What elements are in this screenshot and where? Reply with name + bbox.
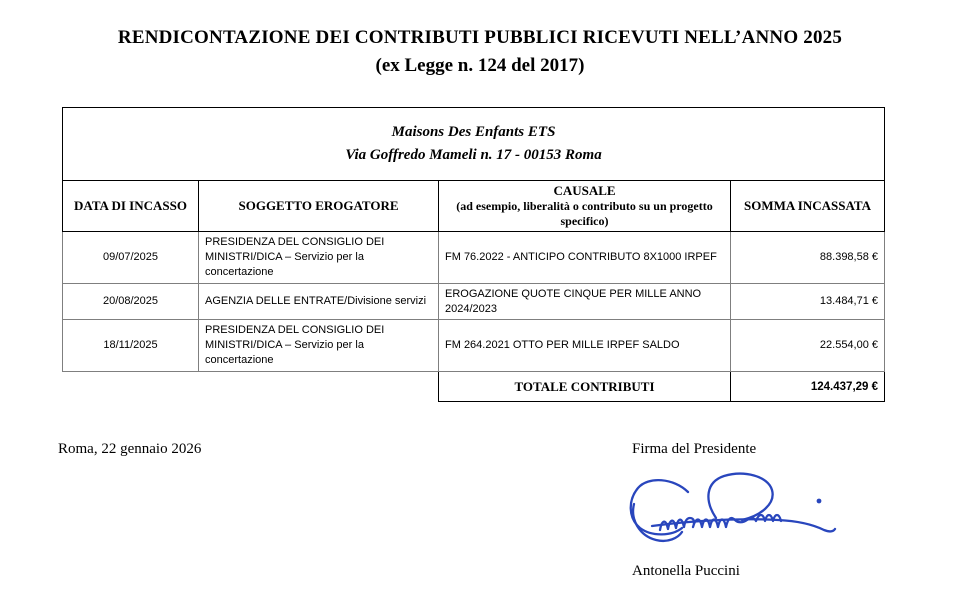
place-date: Roma, 22 gennaio 2026 [58, 441, 202, 457]
total-value: 124.437,29 € [729, 371, 886, 402]
organization-address: Via Goffredo Mameli n. 17 - 00153 Roma [345, 147, 602, 163]
table-row: 09/07/2025 PRESIDENZA DEL CONSIGLIO DEI … [62, 231, 886, 284]
header-causale: CAUSALE (ad esempio, liberalità o contri… [438, 179, 731, 233]
cell-causale: FM 76.2022 - ANTICIPO CONTRIBUTO 8X1000 … [438, 231, 731, 284]
cell-soggetto: PRESIDENZA DEL CONSIGLIO DEI MINISTRI/DI… [198, 231, 439, 284]
contributions-table: Maisons Des Enfants ETS Via Goffredo Mam… [61, 107, 886, 402]
cell-data-incasso: 20/08/2025 [62, 282, 199, 321]
signer-name: Antonella Puccini [632, 563, 740, 579]
signature-image [626, 470, 892, 557]
organization-name: Maisons Des Enfants ETS [391, 123, 556, 140]
table-row: 20/08/2025 AGENZIA DELLE ENTRATE/Divisio… [62, 282, 886, 321]
page-subtitle: (ex Legge n. 124 del 2017) [375, 55, 585, 76]
page-title: RENDICONTAZIONE DEI CONTRIBUTI PUBBLICI … [117, 27, 843, 48]
org-header-row: Maisons Des Enfants ETS Via Goffredo Mam… [61, 107, 886, 181]
signature-block: Firma del Presidente Antonella Puccini [629, 441, 892, 580]
cell-causale: FM 264.2021 OTTO PER MILLE IRPEF SALDO [438, 319, 731, 372]
total-label: TOTALE CONTRIBUTI [438, 371, 731, 402]
cell-somma: 22.554,00 € [729, 319, 886, 372]
cell-soggetto: AGENZIA DELLE ENTRATE/Divisione servizi [198, 282, 439, 321]
cell-causale: EROGAZIONE QUOTE CINQUE PER MILLE ANNO 2… [438, 282, 731, 321]
header-causale-note: (ad esempio, liberalità o contributo su … [456, 199, 713, 229]
header-somma-incassata: SOMMA INCASSATA [729, 179, 886, 233]
header-soggetto-erogatore: SOGGETTO EROGATORE [198, 179, 439, 233]
total-row-spacer [62, 371, 439, 402]
table-row: 18/11/2025 PRESIDENZA DEL CONSIGLIO DEI … [62, 319, 886, 372]
header-causale-label: CAUSALE [553, 183, 616, 198]
header-data-incasso: DATA DI INCASSO [62, 179, 199, 233]
organization-cell: Maisons Des Enfants ETS Via Goffredo Mam… [61, 107, 886, 181]
table-header-row: DATA DI INCASSO SOGGETTO EROGATORE CAUSA… [62, 179, 886, 233]
cell-somma: 88.398,58 € [729, 231, 886, 284]
document-heading: RENDICONTAZIONE DEI CONTRIBUTI PUBBLICI … [0, 0, 960, 77]
total-row: TOTALE CONTRIBUTI 124.437,29 € [62, 371, 886, 402]
signature-caption: Firma del Presidente [632, 441, 757, 457]
cell-data-incasso: 09/07/2025 [62, 231, 199, 284]
cell-somma: 13.484,71 € [729, 282, 886, 321]
cell-data-incasso: 18/11/2025 [62, 319, 199, 372]
cell-soggetto: PRESIDENZA DEL CONSIGLIO DEI MINISTRI/DI… [198, 319, 439, 372]
